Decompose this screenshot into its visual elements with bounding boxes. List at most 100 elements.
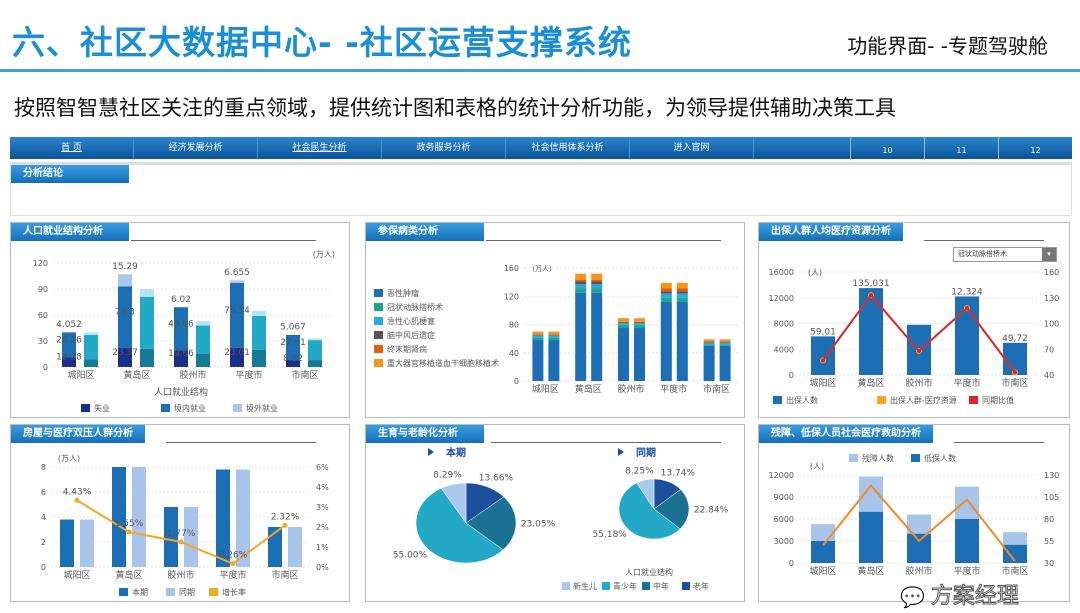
- legend-label: 老年: [693, 581, 709, 591]
- yoy-line-point: [917, 348, 921, 353]
- legend-label: 中年: [653, 581, 669, 591]
- bar-segment: [719, 341, 731, 343]
- bar-segment: [575, 288, 587, 293]
- month-10[interactable]: 10: [850, 137, 924, 159]
- bar-segment: [660, 282, 672, 289]
- pie-label: 8.29%: [433, 471, 462, 481]
- aging-chart: 本期 13.66% 23.05% 55.00% 8.29% 同期 13.74% 22.84% 5…: [393, 446, 729, 591]
- play-icon: [428, 448, 434, 456]
- bar: [164, 507, 178, 567]
- pie-label: 8.25%: [625, 466, 654, 476]
- bar-segment: [676, 288, 688, 292]
- x-tick-label: 平度市: [953, 565, 980, 577]
- pie-label: 13.74%: [661, 469, 696, 479]
- nav-official-site[interactable]: 进入官网: [630, 137, 754, 159]
- panel-title: 房屋与医疗双压人群分析: [11, 425, 145, 443]
- month-11[interactable]: 11: [924, 137, 998, 159]
- bar-segment: [703, 345, 715, 381]
- data-label: 6.02: [171, 295, 191, 305]
- x-tick-label: 胶州市: [905, 377, 932, 389]
- x-tick-label: 胶州市: [905, 565, 932, 577]
- bar-segment: [660, 297, 672, 302]
- legend-swatch: [642, 582, 650, 590]
- legend-swatch: [119, 588, 128, 596]
- bar-segment: [62, 357, 76, 367]
- bar-segment: [84, 359, 98, 367]
- data-label: 6.655: [224, 268, 250, 278]
- bar-segment: [618, 322, 629, 324]
- bar-segment: [230, 282, 244, 348]
- x-tick-label: 黄岛区: [857, 565, 884, 577]
- bar-segment: [84, 332, 98, 335]
- y-tick-label: 120: [33, 259, 48, 268]
- bar-segment: [660, 288, 672, 292]
- x-axis-title: 人口就业结构: [154, 386, 208, 398]
- conclusion-tab[interactable]: 分析结论: [11, 165, 129, 183]
- resources-chart: 0 4000 8000 12000 16000 40 70 100 130 160 城阳区 黄岛区 胶州…: [769, 268, 1060, 405]
- bar-segment: [660, 301, 672, 381]
- legend-swatch: [849, 454, 858, 462]
- pie-slice: [440, 482, 467, 524]
- bar-segment: [532, 331, 544, 335]
- y2-tick-label: 6%: [316, 463, 329, 472]
- nav-credit[interactable]: 社会信用体系分析: [506, 137, 630, 159]
- bar-segment: [703, 341, 715, 343]
- pie-label: 13.66%: [479, 474, 514, 484]
- bar-segment: [859, 511, 883, 563]
- bar: [811, 336, 835, 375]
- legend-swatch: [773, 396, 782, 404]
- bar-segment: [676, 301, 688, 381]
- bar-segment: [955, 486, 979, 519]
- x-tick-label: 市南区: [1001, 565, 1028, 577]
- x-tick-label: 城阳区: [809, 378, 836, 389]
- y2-tick-label: 100: [1044, 320, 1059, 329]
- legend-label: 同期: [179, 588, 195, 597]
- y-tick-label: 30: [38, 337, 48, 346]
- month-12[interactable]: 12: [998, 137, 1072, 159]
- legend-label: 终末期肾病: [387, 344, 427, 354]
- data-label: 4.052: [56, 320, 82, 330]
- growth-line-point: [282, 522, 288, 528]
- legend-label: 低保人数: [924, 453, 956, 463]
- bar: [288, 527, 302, 567]
- bar-segment: [591, 288, 603, 293]
- legend-swatch: [161, 404, 170, 412]
- bar-segment: [591, 292, 603, 381]
- bar-segment: [907, 533, 931, 563]
- bar-segment: [286, 334, 300, 361]
- data-label: 76.14: [224, 306, 250, 316]
- bar-segment: [591, 281, 603, 285]
- nav-gov-service[interactable]: 政务服务分析: [382, 137, 506, 159]
- data-label: 15.29: [112, 262, 138, 272]
- bar-segment: [618, 323, 629, 326]
- bar-segment: [252, 315, 266, 350]
- panel-insured-disease: 参保病类分析 0 40 80 120 160 城阳区 黄岛区 胶州市 平度市 市南区 (万人) 恶性肿瘤…: [365, 222, 745, 418]
- data-label: 49.66: [168, 319, 194, 329]
- bar: [268, 527, 282, 567]
- legend-swatch: [374, 289, 383, 297]
- legend-label: 失业: [94, 403, 110, 413]
- bar-segment: [548, 335, 560, 336]
- bar-segment: [634, 318, 645, 322]
- nav-home[interactable]: 首 页: [10, 137, 134, 159]
- chevron-down-icon[interactable]: ▾: [1042, 248, 1056, 261]
- bar-segment: [719, 342, 731, 343]
- bar-segment: [719, 344, 731, 346]
- panel-title: 参保病类分析: [366, 223, 484, 241]
- bar-segment: [548, 335, 560, 338]
- bar: [132, 467, 146, 567]
- bar-segment: [84, 334, 98, 360]
- pie-title: 本期: [446, 446, 466, 459]
- disease-select[interactable]: 冠状动脉搭桥术 ▾: [953, 247, 1057, 262]
- y-tick-label: 80: [509, 321, 519, 330]
- growth-line-point: [74, 497, 80, 503]
- bar: [236, 469, 250, 567]
- data-label: 135,031: [852, 279, 889, 289]
- pie-slice: [618, 482, 681, 540]
- nav-livelihood[interactable]: 社会民生分析: [258, 137, 382, 159]
- housing-chart: 0 2 4 6 8 0% 1% 2% 3% 4% 6% 城阳区 黄岛区 胶州市 平度市 市南区 (万人) 4.43…: [41, 454, 329, 597]
- bar: [60, 519, 74, 567]
- nav-economy[interactable]: 经济发展分析: [134, 137, 258, 159]
- bar-segment: [703, 342, 715, 345]
- legend-title: 人口就业结构: [625, 567, 673, 577]
